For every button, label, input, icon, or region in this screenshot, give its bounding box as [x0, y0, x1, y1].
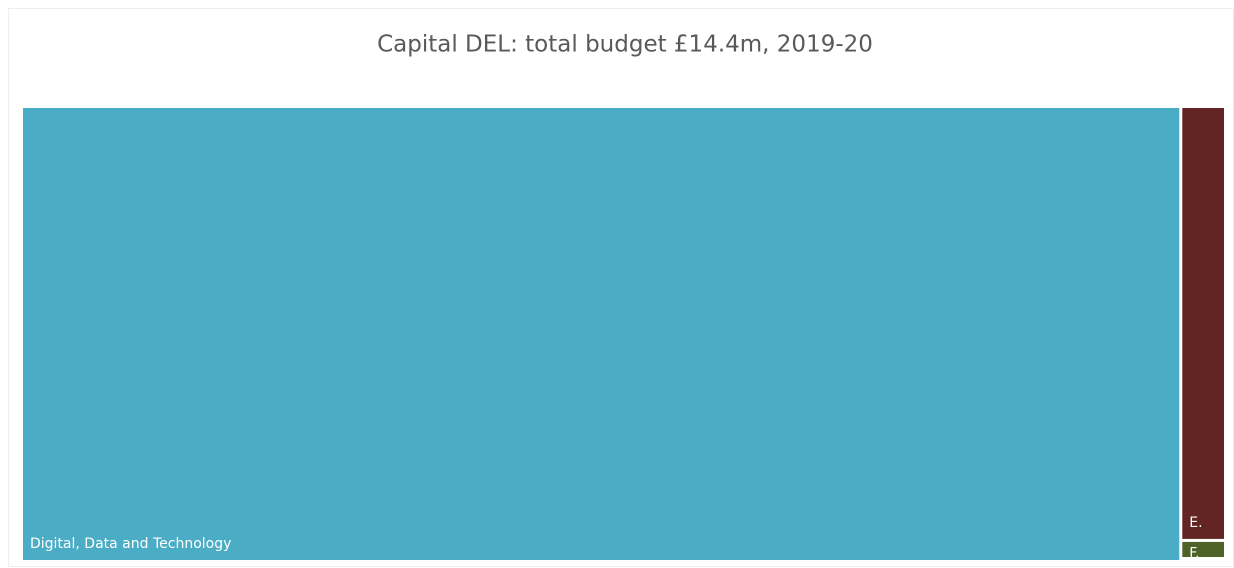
tile-label: Digital, Data and Technology	[30, 536, 231, 552]
treemap-tile	[23, 108, 1180, 560]
treemap-tile	[1182, 541, 1224, 557]
tile-label: E.	[1189, 515, 1202, 531]
tile-label: F.	[1189, 545, 1199, 561]
treemap-tile	[1182, 108, 1224, 539]
chart-title: Capital DEL: total budget £14.4m, 2019-2…	[377, 32, 873, 58]
